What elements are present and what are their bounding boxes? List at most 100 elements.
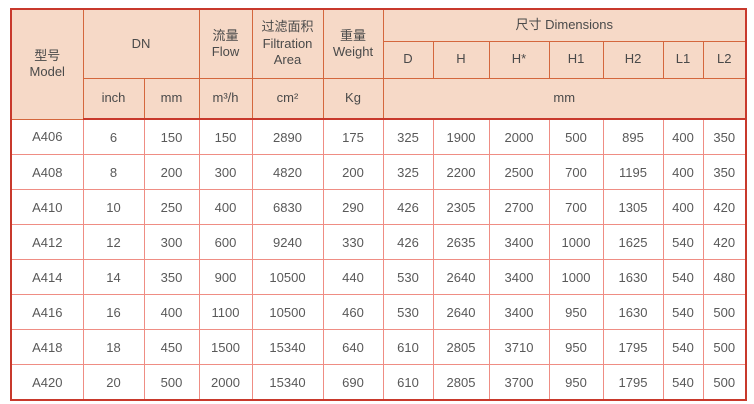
table-cell: 300 (143, 224, 200, 260)
table-cell: 610 (382, 364, 434, 401)
model-cell: A412 (10, 224, 84, 260)
table-cell: 2890 (251, 118, 324, 155)
table-cell: 700 (548, 189, 604, 225)
table-cell: 200 (143, 154, 200, 190)
table-cell: 18 (82, 329, 145, 365)
table-row: A408 8 200 300 4820 200 325 2200 2500 70… (10, 154, 747, 190)
table-cell: 460 (322, 294, 384, 330)
table-cell: 20 (82, 364, 145, 401)
unit-dimensions: mm (382, 77, 747, 120)
header-dim-h2: H2 (602, 40, 664, 79)
table-cell: 325 (382, 154, 434, 190)
header-row-1: 型号 Model DN 流量 Flow 过滤面积 Filtration Area… (10, 8, 747, 120)
table-cell: 540 (662, 294, 704, 330)
table-cell: 540 (662, 259, 704, 295)
header-weight-en: Weight (332, 43, 374, 59)
table-row: A410 10 250 400 6830 290 426 2305 2700 7… (10, 189, 747, 225)
table-cell: 350 (143, 259, 200, 295)
table-cell: 2635 (432, 224, 490, 260)
table-cell: 350 (702, 118, 747, 155)
table-cell: 950 (548, 329, 604, 365)
header-dim-l1: L1 (662, 40, 704, 79)
table-cell: 1630 (602, 259, 664, 295)
table-cell: 150 (143, 118, 200, 155)
table-cell: 10500 (251, 259, 324, 295)
table-cell: 2805 (432, 329, 490, 365)
table-cell: 480 (702, 259, 747, 295)
unit-flow: m³/h (198, 77, 253, 120)
table-cell: 1630 (602, 294, 664, 330)
table-cell: 540 (662, 364, 704, 401)
header-row-units: inch mm m³/h cm² Kg mm (11, 77, 747, 120)
table-cell: 2000 (198, 364, 253, 401)
table-cell: 610 (382, 329, 434, 365)
table-cell: 12 (82, 224, 145, 260)
table-cell: 200 (322, 154, 384, 190)
table-cell: 500 (702, 364, 747, 401)
table-cell: 500 (702, 329, 747, 365)
table-cell: 426 (382, 224, 434, 260)
table-cell: 1000 (548, 224, 604, 260)
table-cell: 1795 (602, 329, 664, 365)
table-cell: 530 (382, 294, 434, 330)
header-filtration-en: Filtration Area (262, 35, 313, 67)
header-dim-d: D (382, 40, 434, 79)
table-cell: 400 (198, 189, 253, 225)
table-cell: 450 (143, 329, 200, 365)
table-cell: 1795 (602, 364, 664, 401)
header-flow-zh: 流量 (212, 27, 239, 43)
table-cell: 500 (548, 118, 604, 155)
table-cell: 3710 (488, 329, 550, 365)
table-cell: 640 (322, 329, 384, 365)
table-cell: 2305 (432, 189, 490, 225)
table-cell: 2500 (488, 154, 550, 190)
header-dim-h1: H1 (548, 40, 604, 79)
spec-table: 型号 Model DN 流量 Flow 过滤面积 Filtration Area… (10, 8, 747, 401)
header-model-zh: 型号 (34, 48, 61, 63)
table-header: 型号 Model DN 流量 Flow 过滤面积 Filtration Area… (10, 8, 747, 120)
table-cell: 8 (82, 154, 145, 190)
table-row: A412 12 300 600 9240 330 426 2635 3400 1… (10, 224, 747, 260)
table-cell: 4820 (251, 154, 324, 190)
table-row: A406 6 150 150 2890 175 325 1900 2000 50… (10, 118, 747, 155)
table-cell: 420 (702, 224, 747, 260)
model-cell: A410 (10, 189, 84, 225)
model-cell: A418 (10, 329, 84, 365)
table-cell: 1305 (602, 189, 664, 225)
table-cell: 400 (662, 189, 704, 225)
table-cell: 150 (198, 118, 253, 155)
table-cell: 400 (662, 118, 704, 155)
table-row: A418 18 450 1500 15340 640 610 2805 3710… (10, 329, 747, 365)
table-cell: 2640 (432, 294, 490, 330)
table-cell: 2200 (432, 154, 490, 190)
table-cell: 900 (198, 259, 253, 295)
table-cell: 2640 (432, 259, 490, 295)
table-cell: 325 (382, 118, 434, 155)
table-cell: 15340 (251, 329, 324, 365)
table-cell: 3400 (488, 259, 550, 295)
table-cell: 420 (702, 189, 747, 225)
table-cell: 950 (548, 294, 604, 330)
table-cell: 15340 (251, 364, 324, 401)
unit-filtration: cm² (251, 77, 324, 120)
table-cell: 175 (322, 118, 384, 155)
unit-inch: inch (82, 77, 145, 120)
table-cell: 3400 (488, 294, 550, 330)
table-cell: 300 (198, 154, 253, 190)
header-filtration-zh: 过滤面积 (261, 19, 314, 35)
table-cell: 290 (322, 189, 384, 225)
table-cell: 690 (322, 364, 384, 401)
model-cell: A406 (10, 118, 84, 155)
header-weight-zh: 重量 (339, 27, 366, 43)
header-dim-h: H (432, 40, 490, 79)
header-row-2: D H H* H1 H2 L1 L2 (11, 40, 747, 79)
table-cell: 2000 (488, 118, 550, 155)
table-cell: 1195 (602, 154, 664, 190)
header-dimensions: 尺寸 Dimensions (382, 8, 747, 42)
header-dn: DN (82, 8, 200, 79)
table-cell: 350 (702, 154, 747, 190)
table-cell: 400 (662, 154, 704, 190)
table-cell: 6830 (251, 189, 324, 225)
model-cell: A414 (10, 259, 84, 295)
table-cell: 3400 (488, 224, 550, 260)
